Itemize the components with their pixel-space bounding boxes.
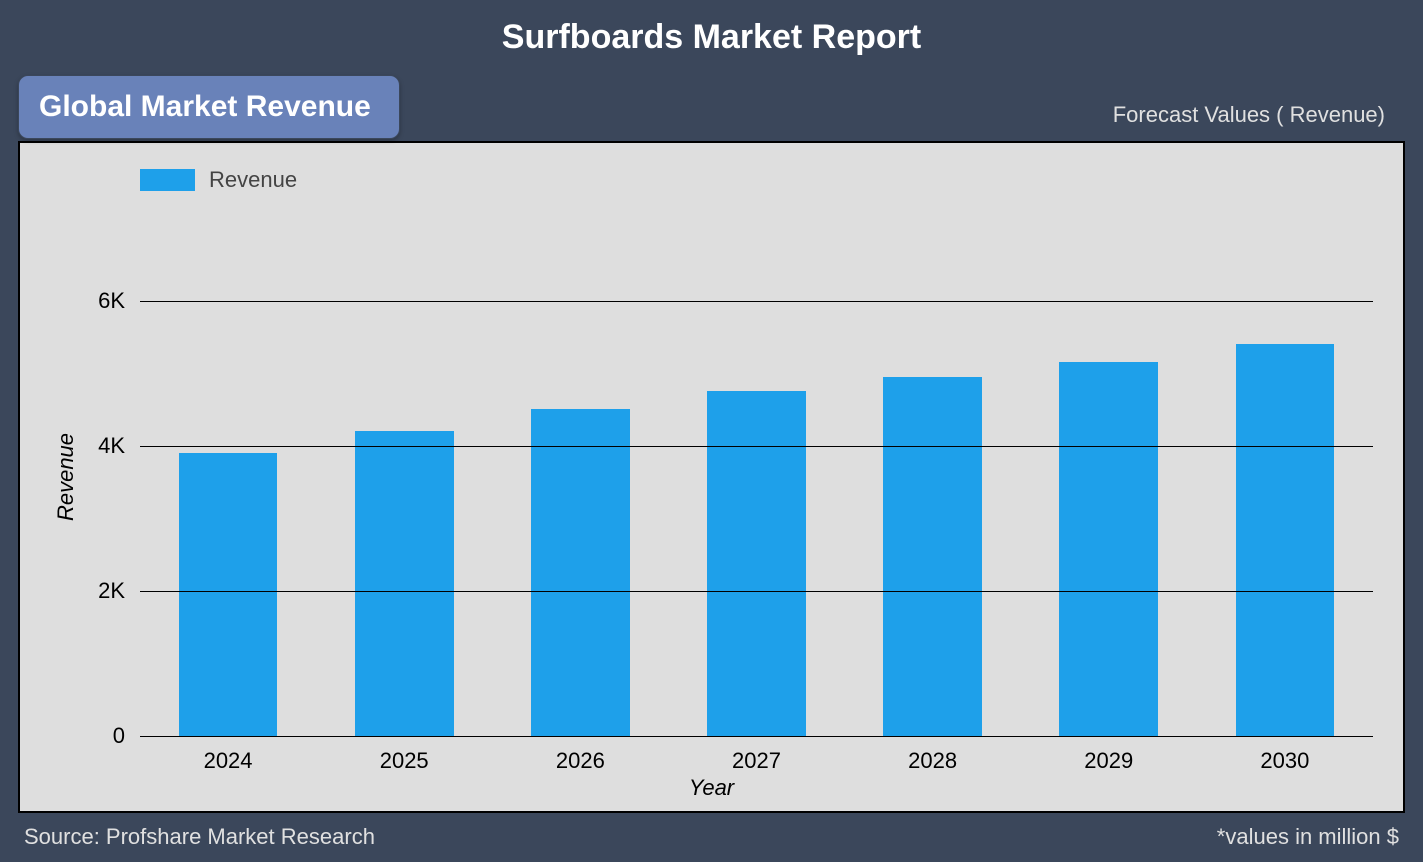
footer-source: Source: Profshare Market Research: [24, 824, 375, 850]
bar-slot: 2026: [492, 228, 668, 736]
legend-swatch: [140, 169, 195, 191]
bar: [883, 377, 982, 736]
chart-legend: Revenue: [140, 167, 297, 193]
bar-slot: 2029: [1021, 228, 1197, 736]
x-tick-label: 2027: [732, 748, 781, 774]
gridline: [140, 736, 1373, 737]
x-axis-label: Year: [689, 775, 734, 801]
x-tick-label: 2025: [380, 748, 429, 774]
bars-group: 2024202520262027202820292030: [140, 228, 1373, 736]
bar-slot: 2025: [316, 228, 492, 736]
y-tick-label: 6K: [98, 288, 125, 314]
gridline: [140, 446, 1373, 447]
bar: [531, 409, 630, 736]
plot-area: 2024202520262027202820292030 02K4K6K: [140, 228, 1373, 736]
bar: [355, 431, 454, 736]
y-tick-label: 0: [113, 723, 125, 749]
x-tick-label: 2030: [1260, 748, 1309, 774]
bar-slot: 2027: [668, 228, 844, 736]
bar: [707, 391, 806, 736]
forecast-values-label: Forecast Values ( Revenue): [1113, 102, 1385, 128]
footer-note: *values in million $: [1217, 824, 1399, 850]
revenue-badge: Global Market Revenue: [18, 75, 400, 139]
y-tick-label: 4K: [98, 433, 125, 459]
gridline: [140, 591, 1373, 592]
x-tick-label: 2028: [908, 748, 957, 774]
y-tick-label: 2K: [98, 578, 125, 604]
bar: [1236, 344, 1335, 736]
bar-slot: 2028: [845, 228, 1021, 736]
report-title: Surfboards Market Report: [0, 0, 1423, 63]
bar: [179, 453, 278, 736]
bar-slot: 2030: [1197, 228, 1373, 736]
chart-container: Revenue Revenue Year 2024202520262027202…: [18, 141, 1405, 813]
y-axis-label: Revenue: [53, 433, 79, 521]
legend-label: Revenue: [209, 167, 297, 193]
x-tick-label: 2024: [204, 748, 253, 774]
bar-slot: 2024: [140, 228, 316, 736]
bar: [1059, 362, 1158, 736]
x-tick-label: 2026: [556, 748, 605, 774]
gridline: [140, 301, 1373, 302]
x-tick-label: 2029: [1084, 748, 1133, 774]
